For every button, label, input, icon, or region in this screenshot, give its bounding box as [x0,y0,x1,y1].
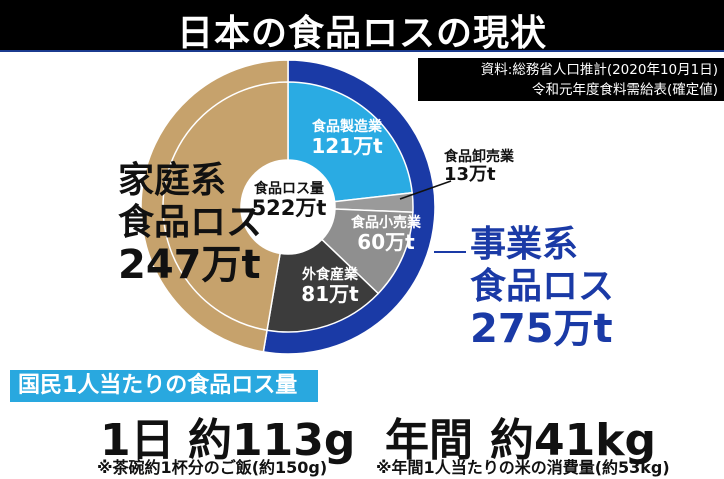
business-value: 275万t [470,306,613,352]
business-label-line1: 事業系 [470,224,579,265]
per-person-header: 国民1人当たりの食品ロス量 [10,370,318,402]
household-label-line1: 家庭系 [118,160,227,201]
segment-label-restaurant: 外食産業 81万t [285,267,375,307]
center-label-text: 食品ロス量 [254,181,324,197]
household-value: 247万t [118,242,261,288]
segment-label-manufacturing: 食品製造業 121万t [292,119,402,159]
center-value: 522万t [251,196,327,221]
segment-name: 食品製造業 [312,119,382,135]
page-title: 日本の食品ロスの現状 [176,13,547,54]
source-line-2: 令和元年度食料需給表(確定値) [531,82,718,98]
segment-value: 121万t [311,134,383,159]
annual-value: 約41kg [490,415,656,466]
title-bar [0,0,724,52]
annual-note: ※年間1人当たりの米の消費量(約53kg) [376,458,670,477]
segment-name: 外食産業 [302,267,358,283]
household-label-line2: 食品ロス [118,202,263,243]
segment-value: 60万t [357,230,415,255]
segment-name: 食品卸売業 [444,149,514,165]
business-label-line2: 食品ロス [470,266,615,307]
center-label: 食品ロス量 522万t [242,181,336,221]
donut-hole [241,160,335,254]
source-note: 資料:総務省人口推計(2020年10月1日) 令和元年度食料需給表(確定値) [418,58,724,101]
segment-label-retail: 食品小売業 60万t [343,215,429,255]
daily-note: ※茶碗約1杯分のご飯(約150g) [97,458,328,477]
wholesale-leader-line [399,180,452,200]
segment-value: 81万t [301,282,359,307]
business-loss-label: 事業系 食品ロス 275万t [470,224,614,350]
household-loss-label: 家庭系 食品ロス 247万t [118,160,262,286]
segment-label-wholesale: 食品卸売業 13万t [444,149,514,186]
source-line-1: 資料:総務省人口推計(2020年10月1日) [480,62,718,78]
segment-value: 13万t [444,164,496,186]
segment-name: 食品小売業 [351,215,421,231]
annual-label: 年間 [385,415,473,466]
daily-label: 1日 [100,415,175,466]
daily-value: 約113g [188,415,356,466]
